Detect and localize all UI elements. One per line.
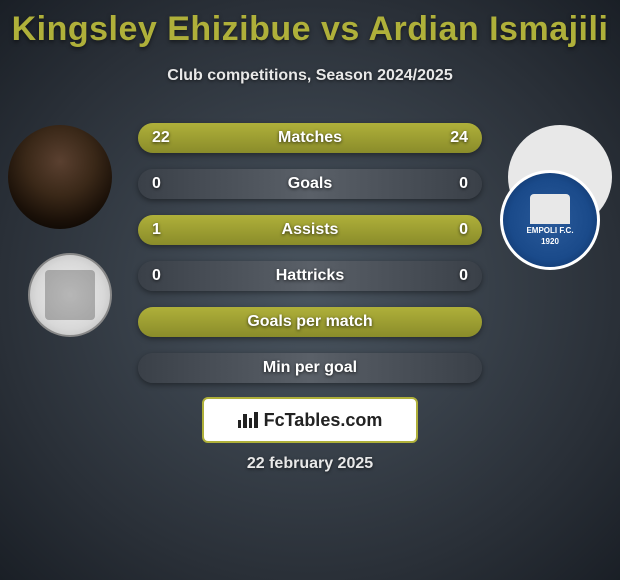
stat-row: 0 0 Goals	[138, 169, 482, 199]
stat-label: Assists	[282, 221, 339, 239]
club2-year: 1920	[541, 237, 559, 246]
stat-value-left: 0	[152, 175, 161, 193]
club2-badge: EMPOLI F.C. 1920	[500, 170, 600, 270]
stat-value-left: 1	[152, 221, 161, 239]
source-badge: FcTables.com	[202, 397, 418, 443]
stat-row: 22 24 Matches	[138, 123, 482, 153]
stat-row: 0 0 Hattricks	[138, 261, 482, 291]
comparison-content: EMPOLI F.C. 1920 22 24 Matches 0 0 Goals 1 0 Ass…	[0, 115, 620, 495]
club1-crest-icon	[45, 270, 95, 320]
player1-photo	[8, 125, 112, 229]
chart-icon	[238, 412, 258, 428]
snapshot-date: 22 february 2025	[247, 455, 373, 473]
season-subtitle: Club competitions, Season 2024/2025	[0, 67, 620, 85]
stat-row: Min per goal	[138, 353, 482, 383]
stat-bars-container: 22 24 Matches 0 0 Goals 1 0 Assists 0 0 Hattricks Go…	[138, 123, 482, 399]
source-brand: FcTables.com	[264, 410, 383, 431]
stat-value-right: 24	[450, 129, 468, 147]
stat-label: Goals per match	[247, 313, 372, 331]
stat-value-right: 0	[459, 175, 468, 193]
player1-face-icon	[8, 125, 112, 229]
club2-name: EMPOLI F.C.	[526, 226, 573, 235]
stat-value-left: 0	[152, 267, 161, 285]
stat-value-left: 22	[152, 129, 170, 147]
stat-label: Min per goal	[263, 359, 357, 377]
stat-label: Hattricks	[276, 267, 344, 285]
club1-badge	[28, 253, 112, 337]
stat-value-right: 0	[459, 221, 468, 239]
stat-value-right: 0	[459, 267, 468, 285]
stat-label: Goals	[288, 175, 332, 193]
stat-row: Goals per match	[138, 307, 482, 337]
stat-row: 1 0 Assists	[138, 215, 482, 245]
club2-crest-icon	[530, 194, 570, 224]
stat-label: Matches	[278, 129, 342, 147]
comparison-title: Kingsley Ehizibue vs Ardian Ismajili	[0, 0, 620, 49]
